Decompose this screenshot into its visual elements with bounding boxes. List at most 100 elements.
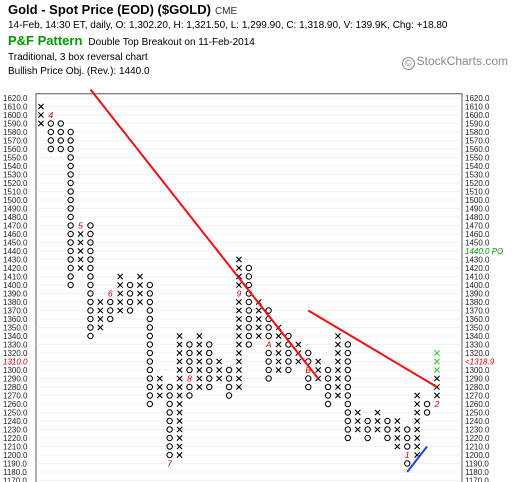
y-tick-label-right: 1520.0	[465, 179, 490, 188]
y-tick-label-right: 1410.0	[465, 273, 490, 282]
y-tick-label-left: 1390.0	[3, 290, 28, 299]
month-marker: 6	[108, 289, 113, 299]
o-box	[126, 281, 134, 289]
o-box	[404, 443, 411, 450]
y-tick-label-right: 1380.0	[465, 298, 490, 307]
y-tick-label-right: 1240.0	[465, 417, 490, 426]
y-tick-label-left: 1500.0	[3, 196, 28, 205]
o-box	[384, 417, 391, 425]
x-box	[235, 307, 242, 314]
y-tick-label-right: 1490.0	[465, 205, 490, 214]
y-tick-label-left: 1410.0	[3, 273, 28, 282]
x-box	[117, 273, 124, 280]
o-box	[87, 281, 94, 289]
o-box	[186, 366, 193, 374]
o-box	[166, 443, 173, 450]
x-box	[176, 333, 183, 339]
x-box	[354, 426, 361, 433]
o-box	[344, 417, 352, 425]
x-box	[97, 299, 104, 305]
x-box	[354, 418, 361, 424]
x-box	[414, 426, 421, 433]
o-box	[146, 281, 154, 289]
o-box	[245, 273, 253, 280]
y-tick-label-right: 1560.0	[465, 145, 490, 154]
month-marker: A	[265, 340, 272, 350]
o-box	[245, 281, 253, 289]
x-box	[414, 435, 421, 441]
y-tick-label-left: 1610.0	[3, 103, 28, 112]
o-box	[245, 307, 253, 314]
y-tick-label-left: 1550.0	[3, 154, 28, 163]
x-box	[433, 350, 440, 356]
x-box	[235, 333, 242, 339]
o-box	[166, 400, 173, 408]
x-box	[176, 350, 183, 356]
o-box	[206, 375, 213, 382]
o-box	[384, 426, 391, 433]
o-box	[186, 383, 193, 391]
y-tick-label-right: 1360.0	[465, 315, 490, 324]
y-tick-label-left: 1200.0	[3, 451, 28, 460]
x-box	[275, 333, 282, 339]
x-box	[433, 392, 440, 399]
x-box	[77, 248, 84, 254]
o-box	[206, 349, 213, 357]
o-box	[344, 400, 352, 408]
x-box	[334, 384, 341, 390]
y-tick-label-right: 1290.0	[465, 375, 490, 384]
price-objective: Bullish Price Obj. (Rev.): 1440.0	[8, 66, 150, 77]
y-tick-label-right: 1500.0	[465, 196, 490, 205]
x-box	[414, 452, 421, 458]
y-tick-label-left: 1520.0	[3, 179, 28, 188]
o-box	[305, 349, 312, 357]
o-box	[57, 128, 64, 136]
y-tick-label-right: 1530.0	[465, 171, 490, 180]
o-box	[87, 264, 94, 272]
x-box	[334, 392, 341, 399]
y-tick-label-right: 1450.0	[465, 239, 490, 248]
y-tick-label-left: 1280.0	[3, 383, 28, 392]
x-box	[117, 307, 124, 314]
y-tick-label-right: 1190.0	[465, 460, 489, 469]
o-box	[126, 298, 134, 306]
x-box	[275, 341, 282, 348]
o-box	[67, 213, 74, 221]
x-box	[255, 333, 262, 339]
o-box	[166, 383, 173, 391]
y-tick-label-right: 1230.0	[465, 426, 490, 435]
y-tick-label-left: 1540.0	[3, 162, 28, 171]
o-box	[186, 358, 193, 365]
x-box	[97, 324, 104, 331]
trend-line-bearish-resistance	[307, 309, 438, 388]
o-box	[67, 171, 74, 178]
o-box	[146, 392, 154, 399]
o-box	[67, 205, 74, 212]
o-box	[245, 341, 253, 348]
o-box	[344, 366, 352, 374]
x-box	[394, 443, 401, 450]
o-box	[324, 366, 332, 374]
x-box	[334, 350, 341, 356]
o-box	[87, 256, 94, 263]
o-box	[364, 417, 371, 425]
o-box	[344, 349, 352, 357]
x-box	[176, 401, 183, 407]
x-box	[374, 409, 381, 416]
o-box	[265, 332, 272, 340]
o-box	[225, 392, 233, 399]
o-box	[146, 315, 154, 323]
o-box	[87, 273, 94, 280]
month-marker: 9	[237, 289, 242, 299]
y-tick-label-right: 1610.0	[465, 103, 490, 112]
y-tick-label-right: 1280.0	[465, 383, 490, 392]
o-box	[67, 162, 74, 170]
y-tick-label-left: 1240.0	[3, 417, 28, 426]
o-box	[67, 188, 74, 195]
y-tick-label-left: 1430.0	[3, 256, 28, 265]
x-box	[156, 384, 163, 390]
x-box	[235, 350, 242, 356]
o-box	[225, 366, 233, 374]
x-box	[235, 384, 242, 390]
o-box	[47, 137, 55, 144]
